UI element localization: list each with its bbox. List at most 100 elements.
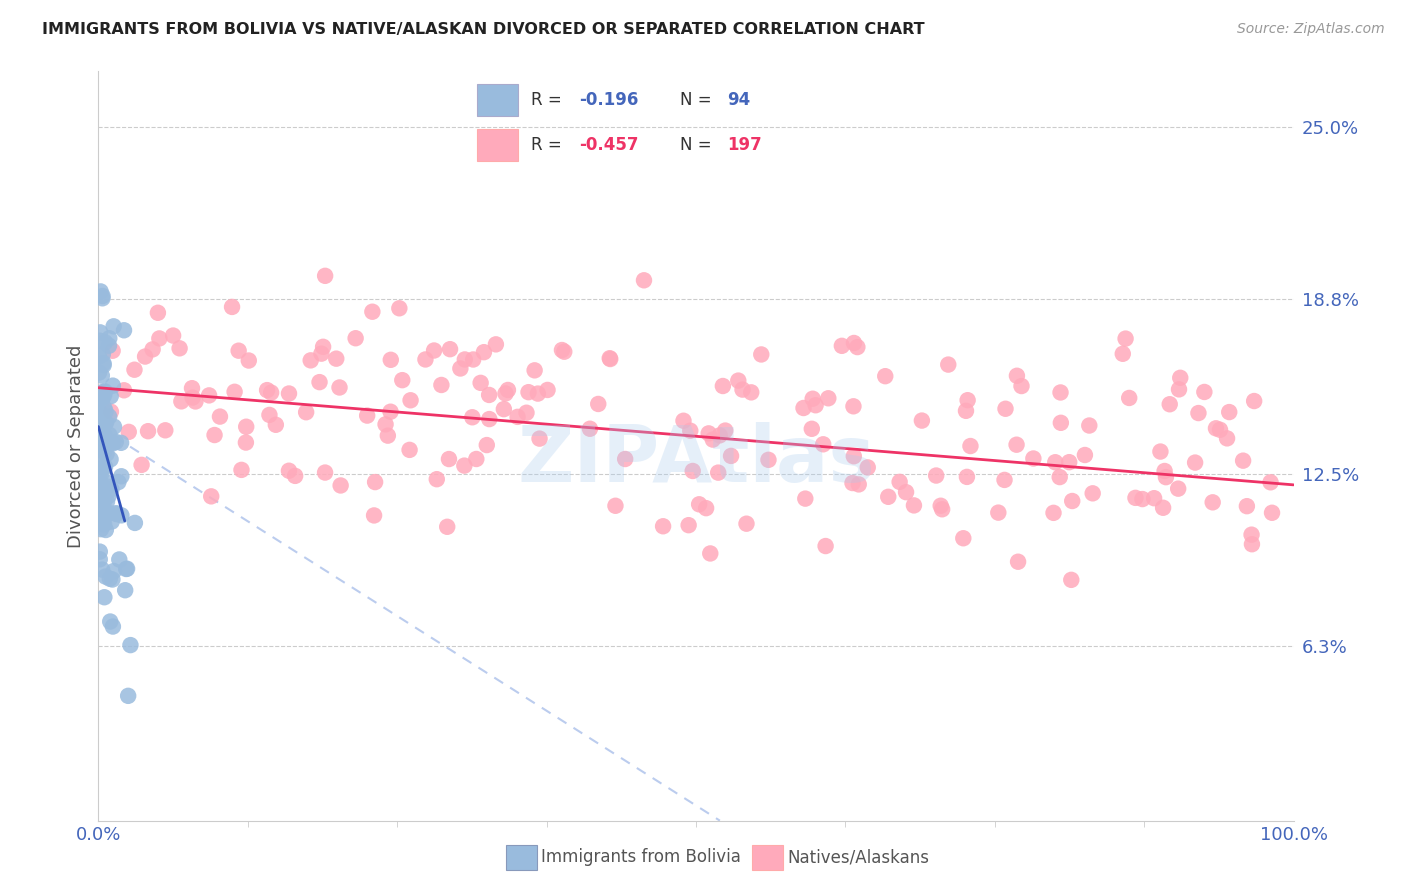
Point — [204, 428, 226, 442]
Text: R =: R = — [531, 136, 568, 154]
Point — [831, 339, 853, 353]
Point — [155, 423, 177, 437]
Point — [134, 350, 156, 364]
Point — [208, 409, 231, 424]
Point — [162, 328, 184, 343]
Point — [377, 428, 399, 442]
Point — [325, 351, 347, 366]
Point — [91, 417, 114, 432]
Point — [1007, 555, 1029, 569]
Point — [259, 408, 281, 422]
Point — [956, 393, 979, 408]
Point — [93, 494, 115, 508]
Text: ZIPAtlas: ZIPAtlas — [517, 422, 875, 498]
Point — [93, 591, 115, 605]
Point — [93, 401, 115, 416]
Point — [605, 499, 627, 513]
Point — [87, 481, 110, 495]
Point — [1049, 470, 1071, 484]
Point — [842, 399, 865, 413]
Point — [1184, 456, 1206, 470]
Point — [697, 426, 720, 441]
Point — [228, 343, 250, 358]
Point — [1218, 405, 1240, 419]
Point — [231, 463, 253, 477]
Point — [496, 383, 519, 397]
Point — [842, 336, 865, 351]
Point — [727, 374, 749, 388]
Point — [264, 417, 287, 432]
Point — [1078, 418, 1101, 433]
Point — [364, 475, 387, 489]
Point — [679, 424, 702, 438]
Point — [1022, 451, 1045, 466]
Point — [1187, 406, 1209, 420]
Point — [925, 468, 948, 483]
Point — [415, 352, 437, 367]
Point — [952, 531, 974, 545]
Point — [707, 466, 730, 480]
Point — [363, 508, 385, 523]
Point — [1168, 371, 1191, 385]
Point — [96, 447, 118, 461]
Point — [311, 346, 333, 360]
Point — [731, 383, 754, 397]
Text: N =: N = — [681, 136, 717, 154]
Point — [911, 413, 934, 427]
Point — [105, 506, 128, 520]
Point — [1243, 394, 1265, 409]
Point — [1049, 385, 1071, 400]
Point — [449, 361, 471, 376]
Point — [91, 391, 114, 405]
Point — [380, 352, 402, 367]
Point — [93, 517, 115, 532]
FancyBboxPatch shape — [478, 129, 517, 161]
Point — [1125, 491, 1147, 505]
Point — [328, 380, 350, 394]
Point — [110, 435, 132, 450]
Point — [579, 422, 602, 436]
Y-axis label: Divorced or Separated: Divorced or Separated — [66, 344, 84, 548]
Point — [91, 563, 114, 577]
Point — [105, 507, 128, 521]
Point — [688, 497, 710, 511]
Point — [170, 394, 193, 409]
Point — [108, 552, 131, 566]
Point — [94, 416, 117, 430]
Text: 94: 94 — [727, 91, 751, 109]
Point — [235, 419, 257, 434]
Point — [295, 405, 318, 419]
Point — [1005, 368, 1028, 383]
Point — [356, 409, 378, 423]
Point — [114, 583, 136, 598]
Point — [314, 466, 336, 480]
Point — [93, 428, 115, 442]
Point — [1168, 382, 1191, 396]
Point — [169, 341, 191, 355]
Point — [93, 510, 115, 524]
Text: IMMIGRANTS FROM BOLIVIA VS NATIVE/ALASKAN DIVORCED OR SEPARATED CORRELATION CHAR: IMMIGRANTS FROM BOLIVIA VS NATIVE/ALASKA… — [42, 22, 925, 37]
Point — [120, 638, 142, 652]
Point — [470, 376, 492, 390]
Point — [1118, 391, 1140, 405]
Point — [711, 379, 734, 393]
Point — [709, 428, 731, 442]
Point — [181, 381, 204, 395]
Point — [98, 572, 121, 586]
Point — [90, 455, 112, 469]
Point — [1154, 470, 1177, 484]
Point — [94, 569, 117, 583]
Point — [472, 345, 495, 359]
Point — [87, 404, 110, 418]
Point — [87, 366, 110, 380]
Point — [1062, 494, 1084, 508]
Point — [94, 481, 117, 495]
Point — [89, 326, 111, 340]
Point — [1112, 347, 1135, 361]
Point — [599, 352, 621, 367]
Point — [131, 458, 153, 472]
Text: Source: ZipAtlas.com: Source: ZipAtlas.com — [1237, 22, 1385, 37]
Point — [142, 343, 165, 357]
Point — [463, 352, 485, 367]
Point — [987, 506, 1010, 520]
